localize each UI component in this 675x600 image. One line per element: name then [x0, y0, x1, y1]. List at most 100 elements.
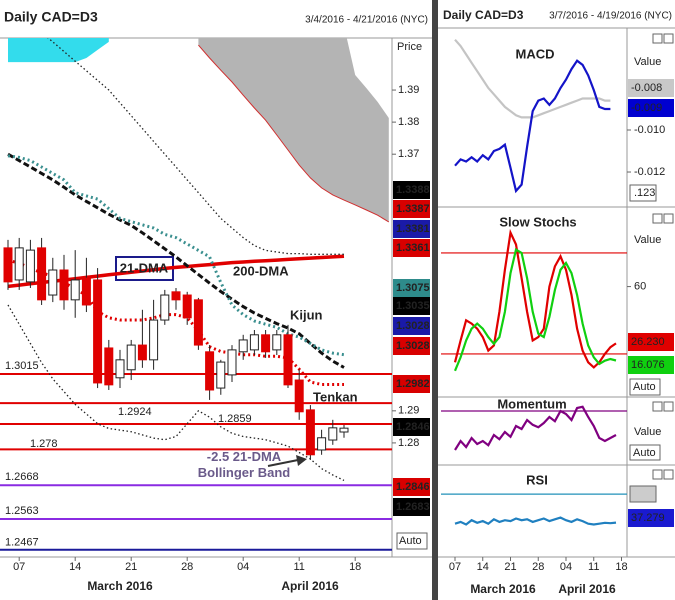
- x-tick-label: 04: [560, 561, 572, 573]
- plot-area: [441, 405, 627, 451]
- candle-body: [126, 344, 136, 371]
- price-tag-label: 1.3388: [396, 184, 430, 196]
- candle-body: [70, 279, 80, 301]
- price-tag: [393, 220, 430, 238]
- price-tag-label: 1.3361: [396, 242, 430, 254]
- value-tag: [628, 79, 674, 97]
- price-tag: [393, 239, 430, 257]
- y-tick-label: 60: [634, 280, 646, 292]
- x-tick-label: 14: [477, 561, 489, 573]
- chart-title: Daily CAD=D3: [4, 9, 98, 25]
- auto-button: Auto: [399, 535, 422, 547]
- candle-body: [48, 269, 58, 296]
- x-tick-label: 11: [588, 561, 599, 573]
- price-tag-label: 1.3028: [396, 340, 430, 352]
- x-tick-label: 14: [69, 561, 81, 573]
- candle-body: [81, 277, 91, 306]
- month-label: March 2016: [87, 579, 153, 593]
- level-label: 1.2467: [5, 537, 39, 549]
- value-tag-label: 37.279: [631, 512, 665, 524]
- left-header: [0, 0, 432, 38]
- panel-title: Slow Stochs: [499, 214, 576, 229]
- level-label: 1.2563: [5, 505, 39, 517]
- candle-body: [93, 279, 103, 384]
- candle-body: [328, 427, 338, 441]
- value-label: Value: [634, 56, 661, 68]
- candle-body: [317, 437, 327, 451]
- price-tag: [393, 200, 430, 218]
- value-label: Value: [634, 426, 661, 438]
- candle-body: [171, 291, 181, 301]
- level-label: 1.2859: [218, 413, 252, 425]
- indicator-line: [7, 254, 345, 289]
- panel-title: MACD: [516, 46, 555, 61]
- price-tag: [393, 418, 430, 436]
- candle-body: [238, 339, 248, 353]
- panel-icons: [396, 33, 674, 550]
- separator: [432, 0, 438, 600]
- series-label: Kijun: [290, 307, 323, 322]
- price-tag: [393, 498, 430, 516]
- price-tag-label: 1.3381: [396, 223, 430, 235]
- indicator-line: [454, 516, 617, 526]
- value-tag: [628, 333, 674, 351]
- value-tag-label: 26.230: [631, 336, 665, 348]
- candle-body: [115, 359, 125, 379]
- x-tick-label: 18: [615, 561, 627, 573]
- price-tag-label: 1.3028: [396, 320, 430, 332]
- x-tick-label: 04: [237, 561, 249, 573]
- cloud-edge: [198, 44, 390, 223]
- plot-area: [441, 228, 627, 372]
- candle-body: [149, 319, 159, 361]
- candle-body: [294, 379, 304, 413]
- price-tag: [393, 337, 430, 355]
- price-tag: [393, 297, 430, 315]
- month-label: April 2016: [558, 582, 616, 596]
- candle-body: [216, 361, 226, 389]
- price-tag-label: 1.2683: [396, 501, 430, 513]
- price-tag: [393, 279, 430, 297]
- price-tag-label: 1.3075: [396, 282, 430, 294]
- x-tick-label: 28: [532, 561, 544, 573]
- candle-body: [59, 269, 69, 301]
- candle-body: [261, 334, 271, 353]
- indicator-line: [453, 228, 617, 369]
- level-label: 1.2668: [5, 471, 39, 483]
- series-label: Tenkan: [313, 389, 358, 404]
- x-tick-label: 07: [13, 561, 25, 573]
- plot-area: 1.3015 1.2924 1.2859 1.278 1.2668 1.2563 1.246…: [0, 38, 392, 551]
- candle-body: [249, 334, 259, 351]
- chart-title: Daily CAD=D3: [443, 8, 524, 22]
- price-tag: [393, 181, 430, 199]
- candle-body: [193, 299, 203, 346]
- cloud: [8, 38, 109, 63]
- annotation-arrow: [267, 459, 299, 467]
- indicator-line: [453, 247, 617, 372]
- level-label: 1.2924: [118, 406, 152, 418]
- candle-body: [37, 247, 47, 301]
- y-tick-label: 1.38: [398, 116, 419, 128]
- auto-button: Auto: [633, 381, 656, 393]
- price-tag-label: 1.2982: [396, 378, 430, 390]
- y-tick-label: 1.29: [398, 405, 419, 417]
- price-tag: [393, 317, 430, 335]
- candle-body: [182, 294, 192, 319]
- series-label: 200-DMA: [233, 263, 289, 278]
- y-tick-label: 1.39: [398, 84, 419, 96]
- scale-label: .123: [634, 187, 655, 199]
- candle-body: [283, 334, 293, 386]
- candle-body: [104, 347, 114, 386]
- value-tag: [628, 99, 674, 117]
- indicator-line: [454, 405, 617, 451]
- x-tick-label: 28: [181, 561, 193, 573]
- level-label: 1.278: [30, 438, 58, 450]
- axis-title: Price: [397, 41, 422, 53]
- bollinger-label: -2.5 21-DMA Bollinger Band: [197, 449, 291, 480]
- y-tick-label: 1.28: [398, 437, 419, 449]
- price-tag-label: 1.2846: [396, 481, 430, 493]
- value-label: Value: [634, 234, 661, 246]
- price-tag-label: 1.3035: [396, 300, 430, 312]
- x-tick-label: 07: [449, 561, 461, 573]
